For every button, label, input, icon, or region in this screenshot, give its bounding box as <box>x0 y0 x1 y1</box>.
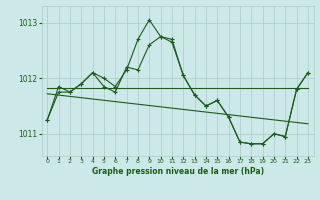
X-axis label: Graphe pression niveau de la mer (hPa): Graphe pression niveau de la mer (hPa) <box>92 167 264 176</box>
